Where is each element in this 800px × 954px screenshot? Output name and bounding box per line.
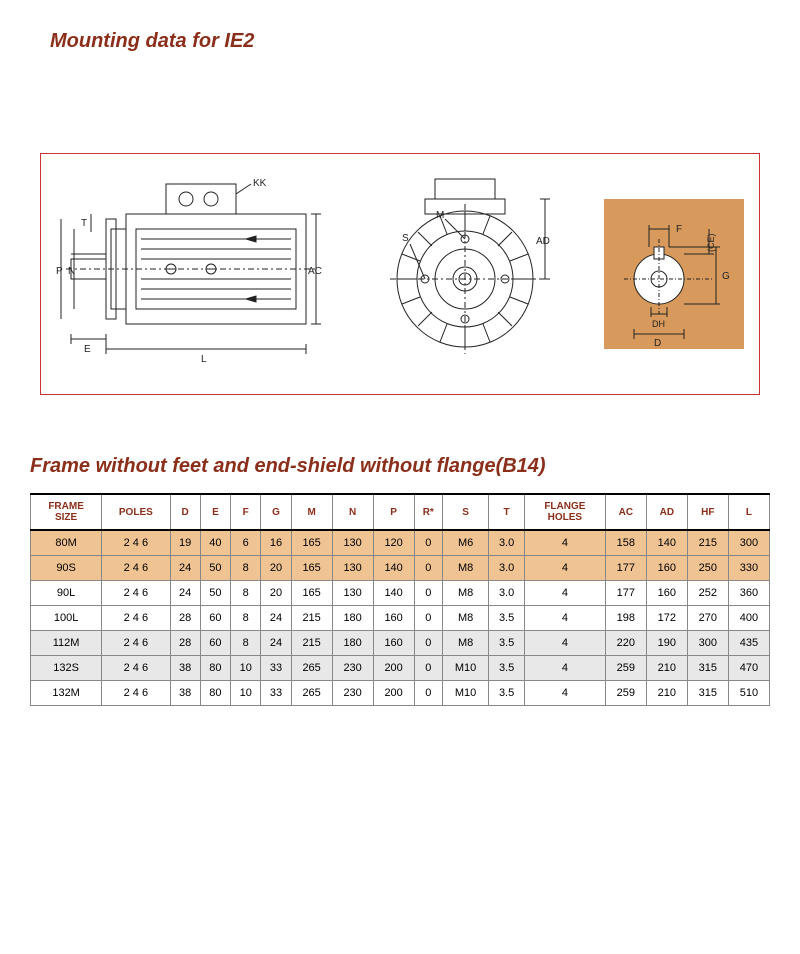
table-header-row: FRAMESIZEPOLESDEFGMNPR*STFLANGEHOLESACAD… [31, 494, 770, 530]
svg-text:AC: AC [308, 266, 322, 277]
col-0: FRAMESIZE [31, 494, 102, 530]
col-1: POLES [102, 494, 170, 530]
col-9: R* [414, 494, 442, 530]
front-view-drawing: S M AD [370, 174, 560, 374]
col-12: FLANGEHOLES [524, 494, 605, 530]
table-row: 90L2 4 624508201651301400M83.04177160252… [31, 581, 770, 606]
table-title: Frame without feet and end-shield withou… [30, 455, 770, 478]
side-view-drawing: KK [56, 174, 326, 374]
svg-text:D: D [654, 338, 661, 349]
col-6: M [291, 494, 332, 530]
table-row: 90S2 4 624508201651301400M83.04177160250… [31, 556, 770, 581]
shaft-detail-drawing: F (CE) G DH D [604, 199, 744, 349]
col-13: AC [605, 494, 646, 530]
col-14: AD [646, 494, 687, 530]
table-row: 132M2 4 6388010332652302000M103.54259210… [31, 681, 770, 706]
table-row: 112M2 4 628608242151801600M83.5422019030… [31, 631, 770, 656]
svg-text:S: S [402, 233, 409, 244]
col-2: D [170, 494, 200, 530]
col-5: G [261, 494, 291, 530]
svg-text:T: T [81, 218, 87, 229]
svg-text:KK: KK [253, 178, 267, 189]
svg-text:G: G [722, 271, 730, 282]
col-16: L [728, 494, 769, 530]
svg-text:AD: AD [536, 236, 550, 247]
col-4: F [231, 494, 261, 530]
col-10: S [442, 494, 488, 530]
col-11: T [489, 494, 525, 530]
svg-text:(CE): (CE) [706, 234, 716, 253]
mounting-table: FRAMESIZEPOLESDEFGMNPR*STFLANGEHOLESACAD… [30, 493, 770, 706]
svg-text:M: M [436, 210, 444, 221]
col-7: N [332, 494, 373, 530]
svg-text:F: F [676, 224, 682, 235]
svg-text:L: L [201, 354, 207, 365]
svg-text:E: E [84, 344, 91, 355]
col-8: P [373, 494, 414, 530]
table-row: 80M2 4 619406161651301200M63.04158140215… [31, 530, 770, 556]
technical-drawing: KK [40, 153, 760, 395]
table-row: 132S2 4 6388010332652302000M103.54259210… [31, 656, 770, 681]
col-3: E [200, 494, 230, 530]
svg-text:P: P [56, 266, 63, 277]
page-title: Mounting data for IE2 [50, 30, 770, 53]
svg-text:N: N [68, 266, 75, 277]
svg-text:DH: DH [652, 319, 665, 329]
col-15: HF [687, 494, 728, 530]
table-row: 100L2 4 628608242151801600M83.5419817227… [31, 606, 770, 631]
